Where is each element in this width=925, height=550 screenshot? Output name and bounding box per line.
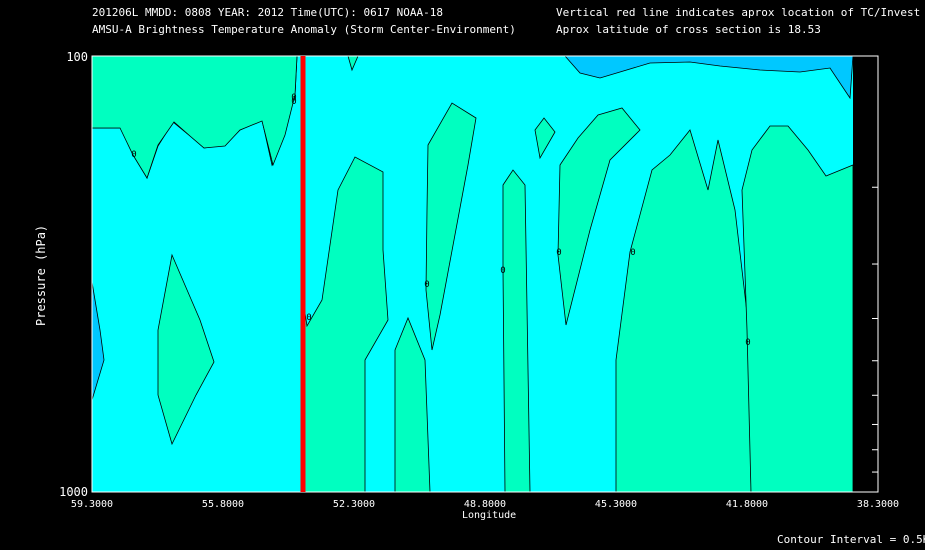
contour-label: 0 [424,280,429,290]
no-data-strip [853,57,877,491]
y-tick-label: 100 [66,50,88,64]
header-line1-right: Vertical red line indicates aprox locati… [556,6,921,19]
x-tick-label: 48.8000 [464,499,506,510]
mid-positive-2 [425,102,477,351]
upper-left-band [91,55,298,179]
x-tick-label: 45.3000 [595,499,637,510]
x-tick-label: 38.3000 [857,499,899,510]
contour-label: 0 [291,97,296,107]
contour-fills [91,55,854,493]
mid-positive-4 [557,107,641,326]
x-tick-label: 52.3000 [333,499,375,510]
contour-interval: Contour Interval = 0.5K [777,533,925,546]
y-tick-label: 1000 [59,485,88,499]
mid-positive-1 [394,316,431,493]
header-line2-left: AMSU-A Brightness Temperature Anomaly (S… [92,23,516,36]
x-tick-label: 41.8000 [726,499,768,510]
top-negative [564,55,854,100]
header-line1-left: 201206L MMDD: 0808 YEAR: 2012 Time(UTC):… [92,6,443,19]
contour-label: 0 [306,313,311,323]
small-positive [534,117,556,160]
plot-frame [91,55,879,493]
contour-label: 0 [291,93,296,103]
x-tick-label: 55.8000 [202,499,244,510]
contour-label: 0 [745,338,750,348]
x-axis-label: Longitude [462,510,517,521]
y-axis-label: Pressure (hPa) [34,224,48,326]
contour-label: 0 [131,150,136,160]
contour-label: 0 [556,248,561,258]
axis-ticks [872,186,878,473]
contour-label: 0 [500,266,505,276]
x-tick-label: 59.3000 [71,499,113,510]
header-line2-right: Aprox latitude of cross section is 18.53 [556,23,821,36]
plot-border [91,55,879,493]
left-positive-cell [157,253,215,446]
right-positive-2 [741,125,854,493]
tick-labels: 59.3000 55.8000 52.3000 48.8000 45.3000 41.80… [59,50,899,510]
contour-label: 0 [630,248,635,258]
